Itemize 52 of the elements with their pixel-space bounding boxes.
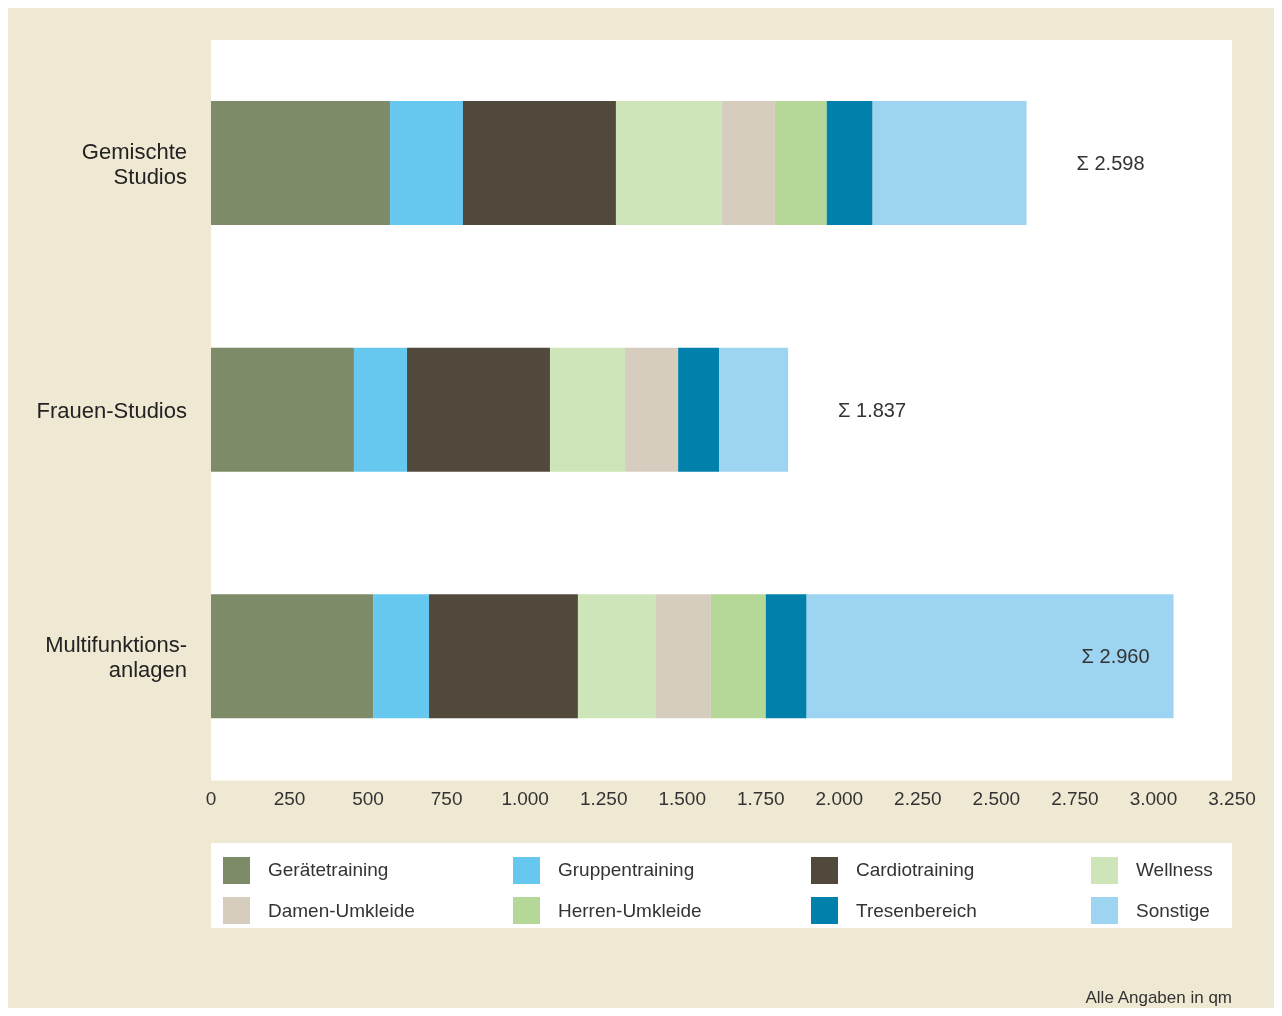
bar <box>462 101 616 225</box>
bar <box>625 347 679 472</box>
y-tick-label: Multifunktions- anlagen <box>45 632 187 683</box>
x-tick-label: 2.250 <box>894 788 942 810</box>
x-tick-label: 750 <box>430 788 463 810</box>
x-tick-label: 250 <box>273 788 306 810</box>
text: Alle Angaben in qm <box>1085 988 1232 1008</box>
legend-label: Cardiotraining <box>856 859 975 882</box>
x-tick-label: 2.750 <box>1051 788 1099 810</box>
bar <box>710 594 766 719</box>
bar <box>826 101 873 225</box>
legend-label: Tresenbereich <box>856 899 977 922</box>
bar <box>211 347 354 472</box>
bar <box>429 594 578 719</box>
x-tick-label: 1.000 <box>501 788 549 810</box>
y-tick-label: Frauen-Studios <box>36 398 187 423</box>
bar <box>211 101 391 225</box>
x-tick-label: 2.000 <box>815 788 864 810</box>
bar <box>390 101 463 225</box>
bar <box>615 101 722 225</box>
x-tick-label: 3.000 <box>1129 788 1178 810</box>
bar <box>765 594 807 719</box>
bar <box>872 101 1027 225</box>
legend-label: Gruppentraining <box>558 859 695 882</box>
x-tick-label: 3.250 <box>1208 788 1256 810</box>
x-tick-label: 0 <box>205 788 217 810</box>
total-label: Σ 2.960 <box>1081 645 1150 668</box>
bar <box>678 347 719 472</box>
total-label: Σ 1.837 <box>838 398 907 421</box>
bar <box>721 101 775 225</box>
total-label: Σ 2.598 <box>1076 152 1145 174</box>
legend-label: Herren-Umkleide <box>558 899 702 922</box>
bar <box>774 101 827 225</box>
bar <box>806 594 1174 719</box>
bar <box>549 347 626 472</box>
bar <box>718 347 789 472</box>
x-tick-label: 2.500 <box>972 788 1021 810</box>
bar <box>407 347 550 472</box>
x-tick-label: 500 <box>352 788 384 810</box>
bar <box>373 594 430 719</box>
bar <box>353 347 408 472</box>
legend-label: Gerätetraining <box>268 859 389 882</box>
legend-label: Sonstige <box>1136 899 1210 922</box>
x-tick-label: 1.500 <box>658 788 706 810</box>
legend-label: Wellness <box>1136 859 1213 882</box>
x-tick-label: 1.750 <box>737 788 785 810</box>
y-tick-label: Gemischte Studios <box>81 138 187 189</box>
legend-label: Damen-Umkleide <box>268 899 415 922</box>
x-tick-label: 1.250 <box>579 788 628 810</box>
bar <box>577 594 656 719</box>
bar <box>211 594 374 719</box>
bar <box>655 594 711 719</box>
